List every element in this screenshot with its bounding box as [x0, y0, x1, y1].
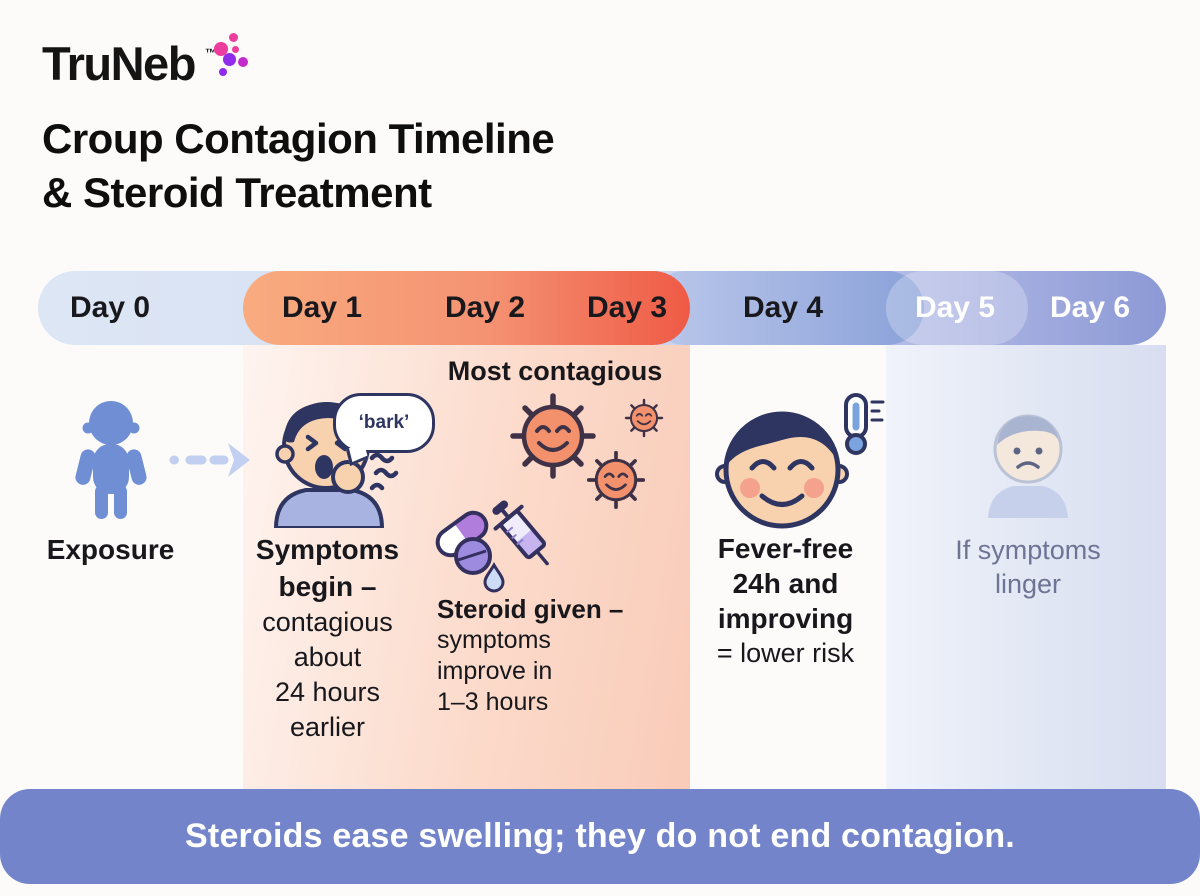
symptoms-begin-text: Symptoms begin – contagious about 24 hou…: [235, 531, 420, 745]
text-line: about: [293, 642, 362, 672]
text-line: contagious: [262, 607, 393, 637]
brand-logo-text: TruNeb: [42, 37, 196, 90]
timeline-day4-segment: [648, 271, 924, 345]
timeline-contagious-segment: [243, 271, 690, 345]
bark-speech-bubble: ‘bark’: [333, 393, 435, 466]
lingering-child-icon: [988, 414, 1068, 518]
timeline-day-5: Day 5: [914, 291, 996, 324]
timeline-day-2: Day 2: [444, 291, 526, 324]
timeline-day-1: Day 1: [281, 291, 363, 324]
thermometer-icon: [844, 393, 885, 455]
coughing-child-icon: [274, 402, 399, 528]
text-line: Fever-free: [717, 533, 854, 564]
page-title: Croup Contagion Timeline & Steroid Treat…: [42, 112, 555, 220]
text-line: 24 hours: [274, 677, 381, 707]
text-line: linger: [994, 569, 1062, 599]
timeline-day-4: Day 4: [742, 291, 824, 324]
text-line: begin –: [278, 571, 377, 602]
steroid-medicine-icon: [435, 500, 549, 593]
page-title-line1: Croup Contagion Timeline: [42, 115, 555, 162]
happy-child-face-icon: [715, 411, 849, 529]
fever-free-text: Fever-free 24h and improving = lower ris…: [693, 531, 878, 671]
steroid-given-text: Steroid given – symptoms improve in 1–3 …: [437, 594, 657, 718]
timeline-day-6: Day 6: [1049, 291, 1131, 324]
transmission-arrow-icon: [169, 443, 250, 477]
text-line: Symptoms: [255, 534, 400, 565]
text-line: earlier: [289, 712, 366, 742]
exposure-person-icon: [75, 401, 147, 519]
text-line: symptoms: [437, 626, 551, 654]
bark-text: ‘bark’: [358, 412, 410, 433]
if-symptoms-linger-text: If symptoms linger: [925, 533, 1131, 601]
droplet-icon: [483, 561, 505, 593]
key-message-text: Steroids ease swelling; they do not end …: [185, 817, 1015, 855]
most-contagious-heading: Most contagious: [447, 356, 663, 386]
text-line: 1–3 hours: [437, 688, 549, 716]
page-title-line2: & Steroid Treatment: [42, 169, 432, 216]
exposure-label: Exposure: [46, 534, 175, 565]
syringe-icon: [492, 500, 549, 566]
text-line: = lower risk: [716, 638, 855, 668]
timeline-bar: [38, 271, 1166, 345]
text-line: Steroid given –: [437, 594, 624, 624]
text-line: If symptoms: [955, 535, 1101, 565]
text-line: 24h and: [732, 568, 839, 599]
timeline-day-0: Day 0: [69, 291, 151, 324]
timeline-day-3: Day 3: [586, 291, 668, 324]
text-line: improving: [717, 603, 854, 634]
timeline-day5-segment: [886, 271, 1028, 345]
text-line: improve in: [437, 657, 553, 685]
key-message-banner: Steroids ease swelling; they do not end …: [0, 789, 1200, 884]
capsule-pill-icon: [435, 510, 489, 558]
